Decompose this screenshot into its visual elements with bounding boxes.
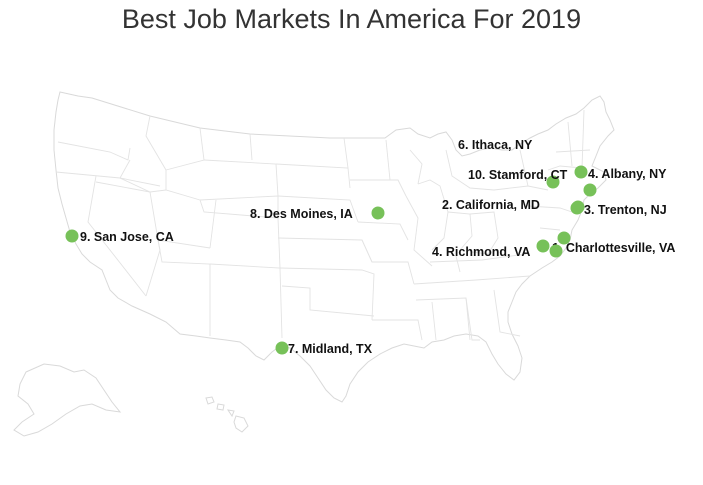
marker-label: 9. San Jose, CA	[80, 230, 174, 244]
marker-des-moines[interactable]: 8. Des Moines, IA	[250, 206, 385, 222]
marker-label: 6. Ithaca, NY	[458, 138, 533, 152]
marker-dot[interactable]	[536, 239, 550, 253]
marker-charlottesville[interactable]: 1. Charlottesville, VA	[552, 231, 675, 256]
marker-label: 2. California, MD	[442, 198, 540, 212]
marker-label: 4. Albany, NY	[588, 167, 667, 181]
marker-dot[interactable]	[574, 165, 588, 179]
state-borders	[55, 109, 591, 341]
marker-dot[interactable]	[570, 201, 584, 215]
marker-dot[interactable]	[546, 175, 560, 189]
marker-label: 8. Des Moines, IA	[250, 207, 353, 221]
marker-label: 7. Midland, TX	[288, 342, 373, 356]
hawaii	[205, 396, 249, 433]
marker-dot[interactable]	[371, 206, 385, 220]
marker-label: 10. Stamford, CT	[468, 168, 568, 182]
marker-label: 4. Richmond, VA	[432, 245, 530, 259]
marker-ithaca[interactable]: 6. Ithaca, NY	[458, 138, 597, 197]
alaska	[13, 363, 122, 437]
marker-dot[interactable]	[583, 183, 597, 197]
marker-dot[interactable]	[275, 341, 289, 355]
marker-stamford[interactable]: 10. Stamford, CT	[468, 168, 568, 189]
marker-label: 1. Charlottesville, VA	[552, 241, 675, 255]
marker-albany[interactable]: 4. Albany, NY	[574, 165, 668, 182]
marker-trenton[interactable]: 3. Trenton, NJ	[570, 201, 667, 218]
marker-midland[interactable]: 7. Midland, TX	[275, 341, 373, 357]
map-title: Best Job Markets In America For 2019	[121, 4, 582, 34]
marker-richmond[interactable]: 4. Richmond, VA	[432, 239, 550, 260]
marker-label: 3. Trenton, NJ	[584, 203, 667, 217]
marker-dot[interactable]	[557, 231, 571, 245]
marker-dot[interactable]	[65, 229, 79, 243]
marker-san-jose[interactable]: 9. San Jose, CA	[65, 229, 174, 245]
marker-dot[interactable]	[549, 244, 563, 258]
